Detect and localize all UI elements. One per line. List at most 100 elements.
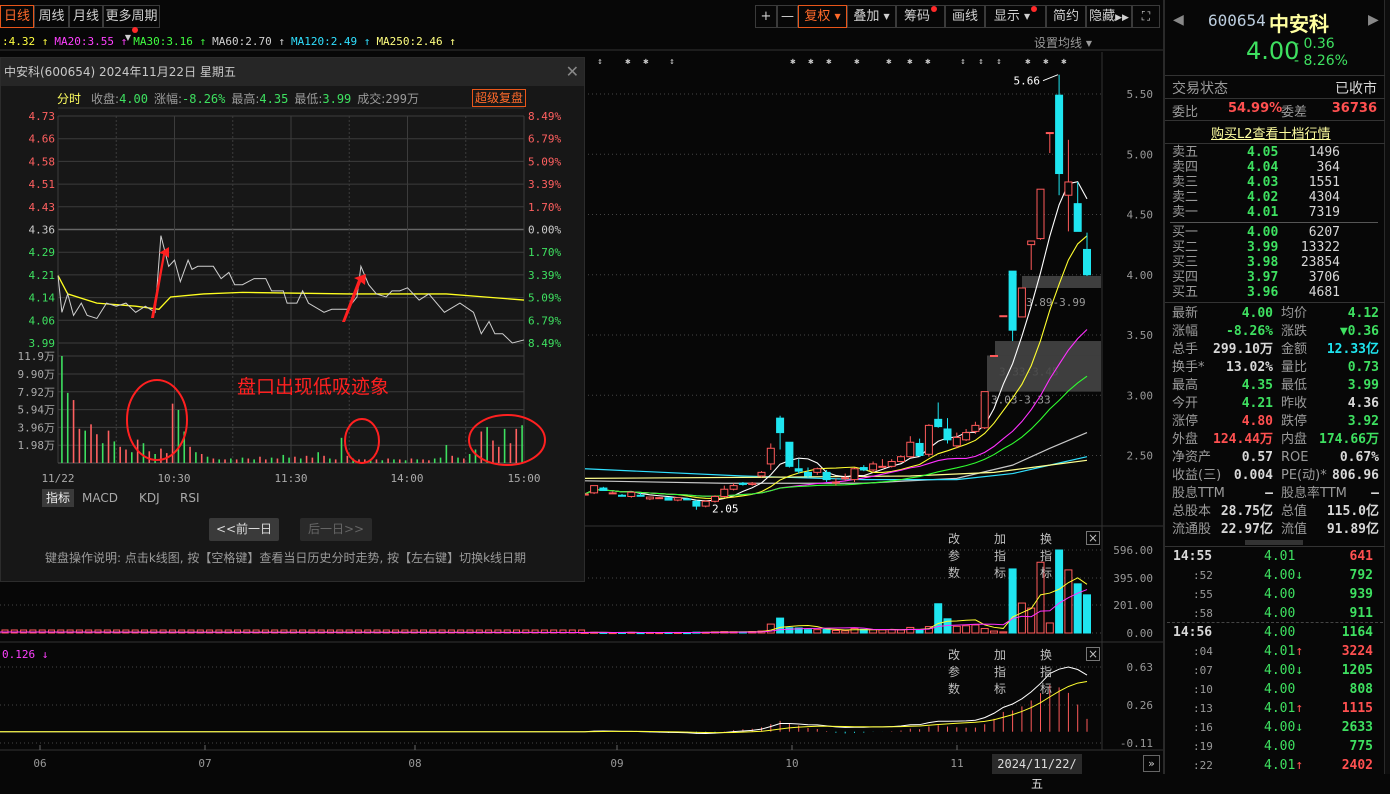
period-tab-1[interactable]: 周线 (34, 5, 69, 28)
level-label: 卖五 (1172, 145, 1199, 160)
l2-upgrade-link[interactable]: 购买L2查看十档行情 (1211, 127, 1331, 142)
bid-row[interactable]: 买一 4.00 6207 (1165, 225, 1385, 240)
close-icon[interactable]: ✕ (565, 62, 579, 81)
candle (1036, 188, 1045, 240)
stat-value: 22.97亿 (1220, 522, 1273, 537)
candle (906, 436, 915, 458)
stat-label: 股息TTM (1172, 486, 1225, 501)
candle-body (952, 436, 961, 447)
add-indicator-button[interactable]: 加指标 (994, 532, 1007, 580)
high-arrow (1042, 74, 1059, 82)
bid-row[interactable]: 买五 3.96 4681 (1165, 285, 1385, 300)
toolbar-button-1[interactable]: — (777, 5, 798, 28)
scroll-right-icon[interactable]: » (1143, 755, 1160, 772)
candle (785, 441, 794, 468)
change-params-button[interactable]: 改参数 (948, 648, 961, 696)
volume-bar (550, 629, 558, 634)
ask-row[interactable]: 卖五 4.05 1496 (1165, 145, 1385, 160)
stat-label: 净资产 (1172, 450, 1212, 465)
trade-price: 4.00 (1264, 663, 1296, 678)
volume-bar (392, 629, 400, 634)
toolbar-button-label: + (760, 9, 772, 24)
close-icon[interactable]: × (1086, 647, 1100, 661)
toolbar-button-8[interactable]: 隐藏▶▶ (1086, 5, 1132, 28)
volume-bar (280, 629, 288, 634)
volume-bar (906, 626, 915, 634)
volume-bar (94, 629, 102, 634)
toolbar-button-0[interactable]: + (755, 5, 777, 28)
stat-label: 均价 (1281, 306, 1308, 321)
next-stock-icon[interactable]: ▶ (1368, 12, 1379, 28)
intraday-tab[interactable]: 分时 (57, 92, 82, 106)
ma-setting-button[interactable]: 设置均线 ▼ (1034, 34, 1092, 51)
bid-row[interactable]: 买四 3.97 3706 (1165, 270, 1385, 285)
collapse-handle[interactable] (1245, 540, 1303, 545)
bid-price: 4.00 (1247, 225, 1279, 240)
ask-row[interactable]: 卖四 4.04 364 (1165, 160, 1385, 175)
bid-row[interactable]: 买三 3.98 23854 (1165, 255, 1385, 270)
ask-row[interactable]: 卖一 4.01 7319 (1165, 205, 1385, 220)
kline-chart[interactable]: 5.50 5.00 4.50 4.00 3.50 3.00 2.50 ↕ ✱ ✱ ↕ ✱ ✱ ✱ ✱ ✱ ✱ ✱ ↕… (0, 0, 1163, 774)
ma-value: MA20:3.55 (54, 35, 114, 48)
annotation-circle (126, 379, 188, 461)
candle-body (590, 485, 599, 494)
toolbar-button-2[interactable]: 复权 ▼ (798, 5, 847, 28)
side-scrollbar[interactable] (1384, 0, 1390, 774)
chip-zone-label: 3.03-3.33 (991, 394, 1051, 407)
toolbar-button-5[interactable]: 画线 (945, 5, 985, 28)
bid-row[interactable]: 买二 3.99 13322 (1165, 240, 1385, 255)
prev-day-button[interactable]: <<前一日 (209, 518, 279, 541)
intraday-chart[interactable]: 4.73 8.49% 4.66 6.79% 4.58 5.09% 4.51 3.39% 4.43… (1, 58, 586, 583)
arrow-up-icon: ↑ (1295, 644, 1304, 659)
candle (934, 402, 943, 428)
candle (878, 459, 887, 468)
ma-value: MA120:2.49 (290, 35, 358, 48)
super-review-button[interactable]: 超级复盘 (472, 89, 527, 107)
volume-bar (457, 629, 465, 634)
volume-bar (308, 629, 316, 634)
close-icon[interactable]: × (1086, 531, 1100, 545)
period-tab-2[interactable]: 月线 (69, 5, 103, 28)
toolbar-button-4[interactable]: 筹码 (896, 5, 945, 28)
volume-bar (513, 629, 520, 634)
candle-body (1027, 240, 1036, 246)
period-tab-0[interactable]: 日线 (0, 5, 34, 28)
candle (1073, 181, 1082, 232)
period-tab-3[interactable]: 更多周期 ▼ (103, 5, 160, 42)
candle-body (915, 442, 924, 457)
indicator-tab-2[interactable]: KDJ (139, 491, 160, 505)
ask-row[interactable]: 卖三 4.03 1551 (1165, 175, 1385, 190)
toolbar-button-7[interactable]: 简约 (1046, 5, 1086, 28)
chevron-down-icon: ▼ (124, 33, 132, 42)
fullscreen-icon[interactable]: ⛶ (1132, 5, 1160, 28)
volume-tick: 395.00 (1113, 572, 1153, 585)
period-tab-label: 日线 (3, 9, 30, 24)
stat-row: 股息TTM — 股息率TTM — (1165, 485, 1385, 503)
switch-indicator-button[interactable]: 换指标 (1040, 532, 1053, 580)
switch-indicator-button[interactable]: 换指标 (1040, 648, 1053, 696)
next-day-button[interactable]: 后一日>> (300, 518, 372, 541)
add-indicator-button[interactable]: 加指标 (994, 648, 1007, 696)
toolbar-button-6[interactable]: 显示 ▼ (985, 5, 1046, 28)
stat-value: -8.26% (182, 92, 226, 106)
stat-row: 净资产 0.57 ROE 0.67% (1165, 449, 1385, 467)
volume-bar (522, 629, 530, 634)
indicator-tab-1[interactable]: MACD (82, 491, 118, 505)
ask-row[interactable]: 卖二 4.02 4304 (1165, 190, 1385, 205)
annotation-arrow (342, 274, 366, 322)
trade-price-cell: 4.01↑ (1264, 757, 1303, 775)
volume-ma5-line (0, 577, 1088, 633)
trade-volume: 2633 (1341, 720, 1373, 735)
event-marker-icon: ✱ (643, 57, 649, 67)
trade-time: 14:56 (1173, 625, 1213, 640)
prev-stock-icon[interactable]: ◀ (1173, 12, 1184, 28)
indicator-tab-3[interactable]: RSI (180, 491, 200, 505)
change-params-button[interactable]: 改参数 (948, 532, 961, 580)
stat-label: 外盘 (1172, 432, 1199, 447)
trade-price-cell: 4.01 (1264, 548, 1295, 566)
stat-label: 股息率TTM (1281, 486, 1347, 501)
volume-bar (150, 629, 158, 634)
toolbar-button-3[interactable]: 叠加 ▼ (847, 5, 896, 28)
indicator-tab-0[interactable]: 指标 (42, 489, 75, 507)
event-marker-icon: ✱ (907, 57, 913, 67)
